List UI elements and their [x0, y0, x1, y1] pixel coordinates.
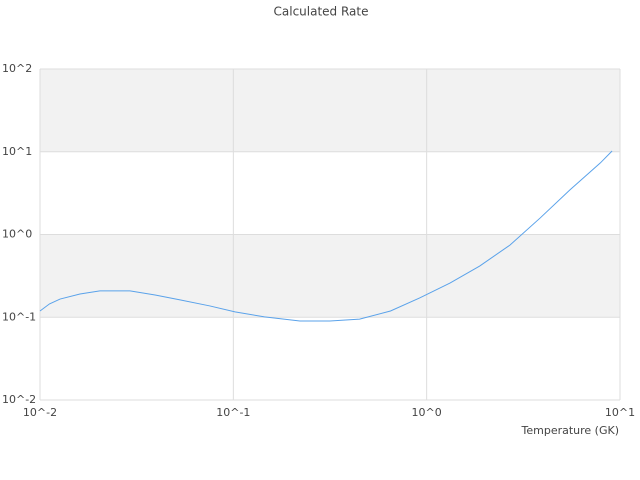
y-tick-label: 10^2 [2, 62, 32, 75]
x-tick-label: 10^-1 [216, 406, 250, 419]
x-tick-label: 10^0 [412, 406, 442, 419]
grid-band [40, 69, 620, 152]
chart-title: Calculated Rate [274, 5, 369, 19]
y-tick-label: 10^-2 [2, 393, 36, 406]
y-tick-label: 10^0 [2, 228, 32, 241]
y-tick-label: 10^-1 [2, 310, 36, 323]
y-tick-label: 10^1 [2, 145, 32, 158]
x-tick-label: 10^-2 [23, 406, 57, 419]
grid-band [40, 234, 620, 318]
x-tick-label: 10^1 [605, 406, 635, 419]
x-axis-label: Temperature (GK) [521, 424, 620, 437]
data-line [39, 150, 613, 322]
